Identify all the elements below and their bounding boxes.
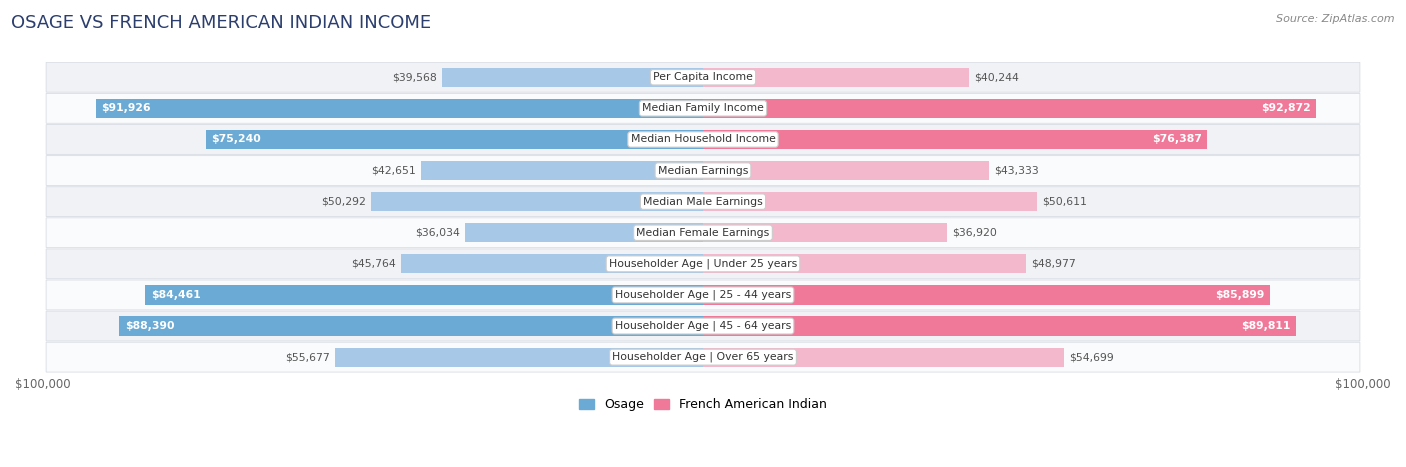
Text: $36,920: $36,920 bbox=[952, 228, 997, 238]
FancyBboxPatch shape bbox=[46, 187, 1360, 217]
Bar bbox=[401, 254, 703, 274]
FancyBboxPatch shape bbox=[46, 218, 1360, 248]
Text: Median Household Income: Median Household Income bbox=[630, 134, 776, 144]
Text: Median Earnings: Median Earnings bbox=[658, 165, 748, 176]
Bar bbox=[207, 130, 703, 149]
Bar bbox=[96, 99, 703, 118]
FancyBboxPatch shape bbox=[46, 62, 1360, 92]
Bar bbox=[703, 254, 1026, 274]
Bar bbox=[465, 223, 703, 242]
Text: $76,387: $76,387 bbox=[1152, 134, 1202, 144]
Bar bbox=[371, 192, 703, 211]
Text: Median Male Earnings: Median Male Earnings bbox=[643, 197, 763, 207]
Text: Householder Age | Over 65 years: Householder Age | Over 65 years bbox=[612, 352, 794, 362]
Text: $50,292: $50,292 bbox=[321, 197, 366, 207]
Text: Median Family Income: Median Family Income bbox=[643, 103, 763, 113]
FancyBboxPatch shape bbox=[46, 342, 1360, 372]
Bar bbox=[703, 68, 969, 87]
Bar bbox=[120, 317, 703, 336]
Bar bbox=[703, 130, 1208, 149]
FancyBboxPatch shape bbox=[46, 311, 1360, 341]
Text: $84,461: $84,461 bbox=[150, 290, 201, 300]
Text: $75,240: $75,240 bbox=[211, 134, 262, 144]
Bar bbox=[336, 347, 703, 367]
Text: Householder Age | 45 - 64 years: Householder Age | 45 - 64 years bbox=[614, 321, 792, 331]
Text: $36,034: $36,034 bbox=[415, 228, 460, 238]
Text: $45,764: $45,764 bbox=[352, 259, 395, 269]
FancyBboxPatch shape bbox=[46, 125, 1360, 155]
Text: Per Capita Income: Per Capita Income bbox=[652, 72, 754, 82]
Bar bbox=[703, 347, 1064, 367]
Text: $48,977: $48,977 bbox=[1032, 259, 1077, 269]
Text: $85,899: $85,899 bbox=[1215, 290, 1265, 300]
Text: $55,677: $55,677 bbox=[285, 352, 330, 362]
Bar bbox=[703, 285, 1270, 304]
Text: Source: ZipAtlas.com: Source: ZipAtlas.com bbox=[1277, 14, 1395, 24]
Text: $92,872: $92,872 bbox=[1261, 103, 1310, 113]
Bar bbox=[441, 68, 703, 87]
Text: $89,811: $89,811 bbox=[1241, 321, 1291, 331]
FancyBboxPatch shape bbox=[46, 93, 1360, 123]
FancyBboxPatch shape bbox=[46, 156, 1360, 185]
Bar bbox=[703, 192, 1038, 211]
Text: Median Female Earnings: Median Female Earnings bbox=[637, 228, 769, 238]
Text: $40,244: $40,244 bbox=[974, 72, 1019, 82]
FancyBboxPatch shape bbox=[46, 280, 1360, 310]
Bar bbox=[703, 99, 1316, 118]
Text: $42,651: $42,651 bbox=[371, 165, 416, 176]
Bar bbox=[145, 285, 703, 304]
Text: $54,699: $54,699 bbox=[1070, 352, 1114, 362]
Bar bbox=[703, 161, 988, 180]
FancyBboxPatch shape bbox=[46, 249, 1360, 279]
Text: Householder Age | 25 - 44 years: Householder Age | 25 - 44 years bbox=[614, 290, 792, 300]
Bar bbox=[703, 223, 946, 242]
Text: $39,568: $39,568 bbox=[392, 72, 436, 82]
Legend: Osage, French American Indian: Osage, French American Indian bbox=[574, 393, 832, 416]
Text: $88,390: $88,390 bbox=[125, 321, 174, 331]
Bar bbox=[422, 161, 703, 180]
Text: $43,333: $43,333 bbox=[994, 165, 1039, 176]
Text: Householder Age | Under 25 years: Householder Age | Under 25 years bbox=[609, 259, 797, 269]
Bar bbox=[703, 317, 1296, 336]
Text: $50,611: $50,611 bbox=[1042, 197, 1087, 207]
Text: $91,926: $91,926 bbox=[101, 103, 150, 113]
Text: OSAGE VS FRENCH AMERICAN INDIAN INCOME: OSAGE VS FRENCH AMERICAN INDIAN INCOME bbox=[11, 14, 432, 32]
